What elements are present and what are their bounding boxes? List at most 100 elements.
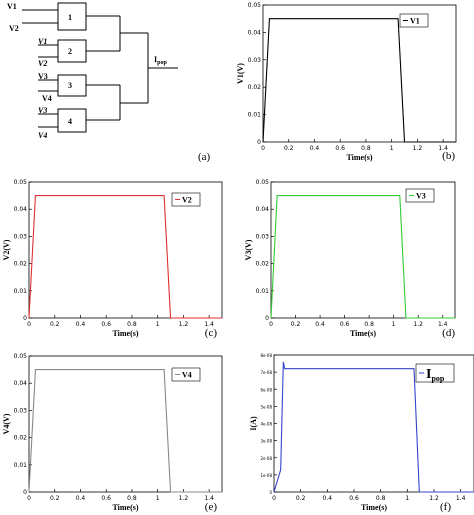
x-tick-label: 1.2	[179, 495, 189, 502]
x-axis-label: Time(s)	[112, 329, 138, 338]
y-tick-label: 0	[23, 489, 27, 496]
input-label-v3: V3	[38, 72, 48, 81]
x-tick-label: 0	[272, 495, 276, 502]
x-tick-label: 0	[27, 321, 31, 328]
input-label-v1: V1	[38, 37, 47, 46]
y-tick-label: 0.05	[248, 2, 262, 9]
x-tick-label: 0.6	[101, 321, 111, 328]
legend-label: V4	[182, 371, 192, 380]
y-tick-label: 0.02	[256, 261, 270, 268]
x-tick-label: 0.8	[364, 321, 374, 328]
y-tick-label: 0.03	[14, 233, 28, 240]
x-tick-label: 1	[156, 495, 160, 502]
x-tick-label: 0.4	[76, 495, 86, 502]
chart-v4: 0 0.2 0.4 0.6 0.8 1 1.2 1.4 0 0.01 0.02 0.03 0.04 0.0…	[2, 353, 223, 513]
y-tick-label: 0.02	[14, 261, 28, 268]
x-tick-label: 0.4	[315, 321, 325, 328]
plot-frame	[28, 355, 223, 493]
x-tick-label: 0	[261, 145, 265, 152]
output-label: Ipop	[154, 55, 167, 66]
y-tick-label: 0.02	[248, 84, 262, 91]
panel-label-a: (a)	[198, 151, 211, 163]
y-axis-label: V4(V)	[2, 413, 11, 434]
y-tick-label: 0.01	[14, 462, 28, 469]
x-axis-label: Time(s)	[112, 503, 138, 512]
panel-label: (e)	[205, 501, 218, 513]
y-tick-label: 0.01	[256, 288, 270, 295]
panel-label: (b)	[442, 150, 455, 162]
series-line	[262, 18, 456, 143]
y-tick-label: 2e-08	[260, 456, 272, 461]
y-tick-label: 0.04	[256, 206, 270, 213]
x-tick-label: 0	[269, 321, 273, 328]
y-tick-label: 0.03	[248, 57, 262, 64]
y-tick-label: 0	[269, 490, 272, 495]
x-tick-label: 1	[392, 321, 396, 328]
panel-label: (c)	[205, 327, 218, 339]
y-tick-label: 0.01	[248, 112, 262, 119]
block-1-box	[57, 2, 87, 31]
x-tick-label: 0.8	[361, 145, 371, 152]
input-label-v4: V4	[42, 94, 52, 103]
chart-v2: 0 0.2 0.4 0.6 0.8 1 1.2 1.4 0 0.01 0.02 0.03 0.04 0.0…	[2, 179, 223, 339]
y-tick-label: 0.04	[14, 206, 28, 213]
legend-box	[405, 188, 435, 203]
series-line	[28, 195, 222, 319]
y-tick-label: 0.05	[14, 353, 28, 360]
x-tick-label: 1	[405, 495, 409, 502]
x-tick-label: 1.2	[413, 145, 423, 152]
x-tick-label: 0.8	[376, 495, 386, 502]
legend-label: V3	[416, 192, 426, 201]
block-3-label: 3	[68, 81, 72, 90]
y-axis-label: V1(V)	[236, 63, 245, 84]
y-axis-label: V2(V)	[2, 239, 11, 260]
input-label-v3: V3	[38, 106, 47, 115]
panel-label: (f)	[440, 501, 451, 513]
x-tick-label: 0.6	[349, 495, 359, 502]
panel-label: (d)	[442, 327, 455, 339]
legend-box	[399, 13, 429, 28]
x-axis-label: Time(s)	[350, 329, 376, 338]
y-tick-label: 6e-08	[260, 387, 272, 392]
block-1-label: 1	[68, 13, 72, 22]
x-tick-label: 0.6	[101, 495, 111, 502]
x-tick-label: 1.2	[179, 321, 189, 328]
chart-v3: 0 0.2 0.4 0.6 0.8 1 1.2 1.4 0 0.01 0.02 0.03 0.04 0.0…	[244, 179, 456, 339]
block-3-box	[57, 74, 87, 97]
series-line	[28, 369, 222, 493]
series-line	[270, 195, 455, 319]
input-label-v4: V4	[38, 131, 47, 140]
legend-box	[171, 192, 201, 207]
x-tick-label: 0.2	[291, 321, 301, 328]
x-tick-label: 0.8	[127, 321, 137, 328]
y-tick-label: 0.01	[14, 288, 28, 295]
x-tick-label: 0.4	[310, 145, 320, 152]
x-tick-label: 0.2	[50, 321, 60, 328]
block-2-box	[57, 39, 87, 63]
x-tick-label: 1.2	[429, 495, 439, 502]
x-tick-label: 1	[390, 145, 394, 152]
plot-frame	[270, 181, 456, 319]
x-tick-label: 0.4	[323, 495, 333, 502]
chart-ipop: 0 0.2 0.4 0.6 0.8 1 1.2 1.4 0 1e-08 2e-08 3e-08 4e-0…	[249, 353, 474, 513]
x-tick-label: 1.4	[438, 145, 448, 152]
x-tick-label: 1.4	[438, 321, 448, 328]
x-tick-label: 1.4	[204, 495, 214, 502]
x-tick-label: 0.6	[340, 321, 350, 328]
block-4-label: 4	[68, 117, 72, 126]
x-tick-label: 1	[156, 321, 160, 328]
legend-box	[415, 363, 455, 383]
block-2-label: 2	[68, 47, 72, 56]
legend-label: V2	[182, 196, 192, 205]
y-tick-label: 0	[257, 139, 261, 146]
y-tick-label: 0.02	[14, 435, 28, 442]
series-line	[273, 361, 474, 493]
y-tick-label: 4e-08	[260, 422, 272, 427]
x-tick-label: 0.2	[296, 495, 306, 502]
y-tick-label: 5e-08	[260, 404, 272, 409]
y-axis-label: V3(V)	[244, 239, 253, 260]
x-tick-label: 1.2	[413, 321, 423, 328]
y-tick-label: 0.04	[248, 29, 262, 36]
x-axis-label: Time(s)	[346, 153, 372, 162]
